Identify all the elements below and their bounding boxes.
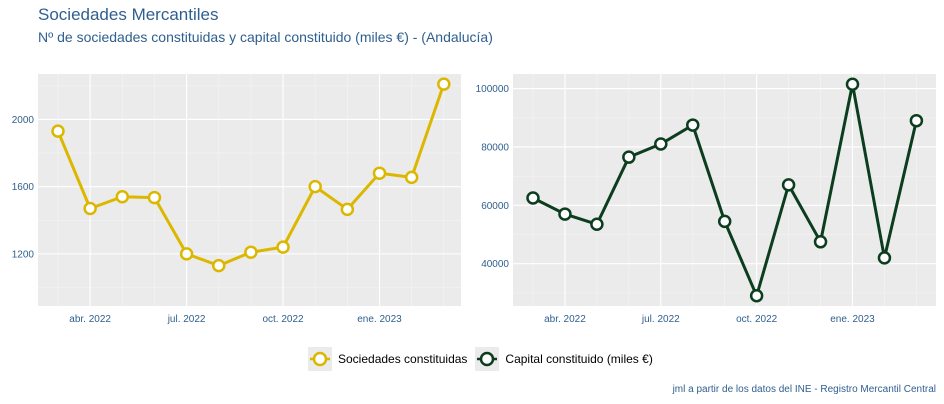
x-tick-label: oct. 2022 xyxy=(262,314,304,325)
data-point xyxy=(813,235,828,249)
data-point xyxy=(212,258,226,273)
x-tick-label: ene. 2023 xyxy=(830,314,875,325)
x-tick-label: oct. 2022 xyxy=(736,314,778,325)
data-point xyxy=(276,240,290,254)
source-caption: jml a partir de los datos del INE - Regi… xyxy=(672,384,936,395)
x-tick-label: jul. 2022 xyxy=(167,314,206,325)
data-point xyxy=(51,124,65,138)
panel-capital: 40000 60000 80000 100000 abr. 2022 jul. 2022 o… xyxy=(476,74,936,325)
data-point xyxy=(909,113,924,128)
data-point xyxy=(244,245,258,259)
data-point xyxy=(340,202,355,217)
data-point xyxy=(404,170,419,185)
legend: Sociedades constituidas Capital constitu… xyxy=(308,347,661,371)
data-point xyxy=(686,118,700,132)
legend-key-sociedades xyxy=(308,347,332,371)
x-tick-label: jul. 2022 xyxy=(641,314,680,325)
x-tick-label: abr. 2022 xyxy=(544,314,586,325)
data-point xyxy=(372,166,387,180)
legend-label-sociedades: Sociedades constituidas xyxy=(338,352,468,366)
data-point xyxy=(877,251,892,265)
data-point xyxy=(526,191,540,205)
data-point xyxy=(654,137,668,151)
data-point xyxy=(558,207,572,221)
data-point xyxy=(147,190,162,205)
x-tick-label: ene. 2023 xyxy=(357,314,402,325)
data-point xyxy=(437,77,451,91)
data-point xyxy=(749,289,764,303)
y-tick-label: 2000 xyxy=(12,115,35,126)
y-tick-label: 100000 xyxy=(476,84,510,95)
legend-key-capital xyxy=(475,347,500,371)
panel-sociedades: 1200 1600 2000 abr. 2022 jul. 2022 oct. 2022 e… xyxy=(12,74,461,325)
data-point xyxy=(622,150,636,164)
data-point xyxy=(781,178,796,192)
x-tick-label: abr. 2022 xyxy=(69,314,111,325)
y-tick-label: 40000 xyxy=(481,259,509,270)
data-point xyxy=(179,247,194,261)
legend-item-capital: Capital constituido (miles €) xyxy=(475,347,653,371)
data-point xyxy=(845,77,860,91)
y-tick-label: 80000 xyxy=(481,142,509,153)
chart-title: Sociedades Mercantiles xyxy=(38,5,219,24)
chart-subtitle: Nº de sociedades constituidas y capital … xyxy=(38,29,493,45)
legend-label-capital: Capital constituido (miles €) xyxy=(505,352,653,366)
y-tick-label: 1200 xyxy=(12,249,35,260)
data-point xyxy=(83,201,97,216)
data-point xyxy=(717,214,732,229)
y-tick-label: 60000 xyxy=(481,201,509,212)
data-point xyxy=(590,217,604,232)
plot-background xyxy=(38,74,461,306)
data-point xyxy=(308,179,322,194)
y-tick-label: 1600 xyxy=(12,182,35,193)
data-point xyxy=(115,189,130,204)
legend-item-sociedades: Sociedades constituidas xyxy=(308,347,467,371)
